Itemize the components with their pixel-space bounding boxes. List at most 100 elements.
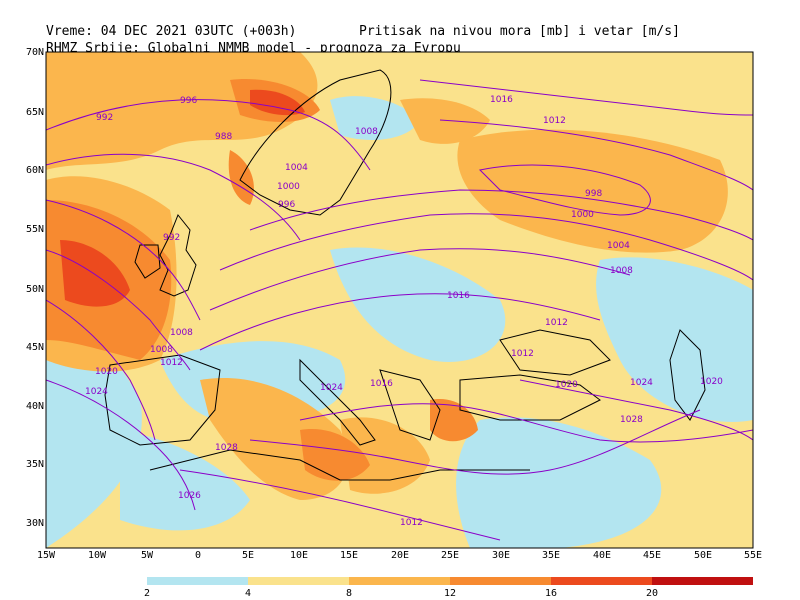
lat-label: 70N (25, 47, 44, 58)
isobar-line (199, 293, 601, 351)
colorbar-swatch (450, 577, 551, 585)
map-frame (45, 51, 754, 549)
wind-zone-low (596, 257, 753, 422)
wind-zone-moderate (457, 129, 728, 253)
isobar-line (46, 99, 371, 171)
lat-label: 35N (25, 459, 44, 470)
isobar-label: 1020 (555, 380, 578, 390)
isobar-label: 1004 (607, 241, 630, 251)
lon-label: 45E (642, 550, 662, 561)
coastline-scandinavia (239, 69, 392, 216)
coastline-uk (159, 214, 197, 297)
coastline-north-africa (149, 449, 530, 481)
isobar-line (46, 153, 301, 241)
lon-label: 55E (743, 550, 763, 561)
isobar-label: 1012 (160, 358, 183, 368)
lon-label: 50E (693, 550, 713, 561)
isobar-label: 996 (180, 96, 197, 106)
isobar-label: 1024 (630, 378, 653, 388)
lon-label: 5W (140, 550, 154, 561)
coastline-caspian (669, 329, 706, 421)
isobar-line (46, 379, 196, 511)
wind-zone-low (120, 430, 250, 531)
isobar-label: 1028 (620, 415, 643, 425)
lat-label: 40N (25, 401, 44, 412)
lon-label: 35E (541, 550, 561, 561)
colorbar-swatch (147, 577, 248, 585)
isobar-label: 1012 (543, 116, 566, 126)
coastline-black-sea (499, 329, 611, 376)
lon-label: 15W (36, 550, 56, 561)
wind-zone-strong (300, 429, 370, 481)
isobar-label: 1016 (447, 291, 470, 301)
lon-label: 0 (194, 550, 202, 561)
wind-zone-moderate (400, 98, 490, 144)
isobar-line (299, 403, 753, 443)
isobar-label: 1016 (370, 379, 393, 389)
isobar-line (439, 119, 753, 191)
lat-label: 45N (25, 342, 44, 353)
coastline-ireland (134, 244, 161, 279)
isobar-label: 988 (215, 132, 232, 142)
isobar-line (249, 409, 701, 475)
coastlines (104, 69, 706, 481)
isobar-label: 996 (278, 200, 295, 210)
isobar-label: 992 (96, 113, 113, 123)
isobar-label: 1012 (511, 349, 534, 359)
coastline-iberia (104, 354, 221, 446)
coastline-italy (299, 358, 376, 446)
colorbar-swatch (349, 577, 450, 585)
isobar-label: 1000 (277, 182, 300, 192)
isobar-line (209, 248, 631, 311)
isobar-label: 998 (585, 189, 602, 199)
isobar-line (519, 379, 753, 441)
wind-zone-low (330, 96, 420, 140)
isobar-line (249, 189, 753, 241)
lat-label: 65N (25, 107, 44, 118)
valid-time: Vreme: 04 DEC 2021 03UTC (+003h) (46, 24, 297, 39)
lat-label: 55N (25, 224, 44, 235)
isobar-label: 1020 (95, 367, 118, 377)
isobar-label: 1004 (285, 163, 308, 173)
lon-label: 5E (241, 550, 255, 561)
isobar-line (179, 469, 501, 541)
isobar-line (46, 299, 156, 441)
wind-field (46, 52, 753, 548)
colorbar-label: 8 (345, 588, 353, 599)
lon-label: 40E (592, 550, 612, 561)
isobar-line (46, 249, 191, 371)
isobar-label: 1024 (320, 383, 343, 393)
field-description: Pritisak na nivou mora [mb] i vetar [m/s… (359, 24, 680, 39)
colorbar-label: 2 (143, 588, 151, 599)
isobar-label: 1026 (178, 491, 201, 501)
colorbar (147, 577, 753, 585)
isobar-label: 1028 (215, 443, 238, 453)
lon-label: 15E (339, 550, 359, 561)
wind-zone-very-strong (250, 89, 305, 116)
isobar-label: 1008 (150, 345, 173, 355)
lat-label: 50N (25, 284, 44, 295)
lon-label: 25E (440, 550, 460, 561)
colorbar-label: 12 (443, 588, 457, 599)
lat-label: 60N (25, 165, 44, 176)
lon-label: 10E (289, 550, 309, 561)
isobar-label: 1012 (400, 518, 423, 528)
isobar-label: 1008 (610, 266, 633, 276)
colorbar-swatch (551, 577, 652, 585)
isobar-labels: 996 992 988 1016 1012 1008 1004 1000 996 998 992 10… (85, 95, 723, 528)
colorbar-label: 16 (544, 588, 558, 599)
isobar-label: 1000 (571, 210, 594, 220)
isobar-label: 1008 (355, 127, 378, 137)
lat-label: 30N (25, 518, 44, 529)
colorbar-swatch (652, 577, 753, 585)
colorbar-label: 4 (244, 588, 252, 599)
coastline-balkans (379, 369, 441, 441)
colorbar-label: 20 (645, 588, 659, 599)
isobar-label: 1024 (85, 387, 108, 397)
isobar-line (478, 164, 651, 216)
lon-label: 30E (491, 550, 511, 561)
isobar-label: 1020 (700, 377, 723, 387)
wind-zone-very-strong (60, 240, 130, 307)
isobar-line (419, 79, 753, 116)
